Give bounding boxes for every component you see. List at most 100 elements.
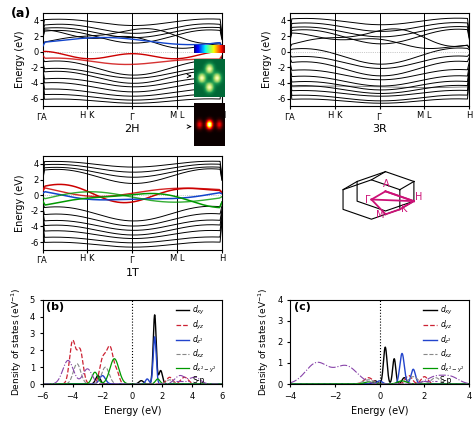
$d_{yz}$ <box>214 381 219 387</box>
$d_{xy}$ <box>287 381 293 387</box>
$d_{x^2-y^2}$ <box>287 381 293 387</box>
$d_{x^2-y^2}$ <box>127 381 133 387</box>
Line: $d_{z^2}$: $d_{z^2}$ <box>43 337 222 384</box>
Text: A: A <box>383 179 390 189</box>
$d_{xz}$ <box>127 381 133 387</box>
Line: $d_{xy}$: $d_{xy}$ <box>290 347 469 384</box>
Y-axis label: Energy (eV): Energy (eV) <box>15 31 25 88</box>
$d_{x^2-y^2}$ <box>296 381 302 387</box>
$d_{xz}$ <box>461 381 467 387</box>
$d_{xy}$ <box>40 381 46 387</box>
$d_{z^2}$ <box>215 381 220 387</box>
$d_{xy}$ <box>374 379 380 384</box>
$d_{z^2}$ <box>152 334 157 339</box>
S-p <box>428 375 434 380</box>
$d_{x^2-y^2}$ <box>428 381 434 387</box>
$d_{xy}$ <box>214 381 219 387</box>
Text: $\Gamma$: $\Gamma$ <box>364 193 372 205</box>
$d_{x^2-y^2}$ <box>181 381 187 387</box>
$d_{xy}$ <box>383 345 388 350</box>
S-p <box>461 380 467 385</box>
$d_{xy}$ <box>122 381 128 387</box>
Text: (a): (a) <box>10 7 31 20</box>
Y-axis label: Energy (eV): Energy (eV) <box>262 31 272 88</box>
$d_{xz}$ <box>428 378 434 383</box>
Text: (b): (b) <box>46 302 64 312</box>
$d_{x^2-y^2}$ <box>461 381 467 387</box>
Text: H: H <box>415 192 422 202</box>
Line: $d_{z^2}$: $d_{z^2}$ <box>290 354 469 384</box>
Line: $d_{xz}$: $d_{xz}$ <box>43 364 222 384</box>
X-axis label: 1T: 1T <box>126 268 139 278</box>
Line: S-p: S-p <box>43 360 222 384</box>
$d_{xz}$ <box>410 374 416 379</box>
S-p <box>214 381 219 387</box>
S-p <box>219 381 225 387</box>
$d_{xz}$ <box>49 381 55 387</box>
$d_{x^2-y^2}$ <box>374 381 380 386</box>
$d_{x^2-y^2}$ <box>122 380 128 385</box>
$d_{xz}$ <box>219 381 225 387</box>
$d_{z^2}$ <box>466 381 472 387</box>
$d_{x^2-y^2}$ <box>399 379 405 384</box>
$d_{xy}$ <box>127 381 133 387</box>
S-p <box>296 376 302 381</box>
Legend: $d_{xy}$, $d_{yz}$, $d_{z^2}$, $d_{xz}$, $d_{x^2-y^2}$, S-p: $d_{xy}$, $d_{yz}$, $d_{z^2}$, $d_{xz}$,… <box>420 301 468 388</box>
$d_{yz}$ <box>214 381 219 387</box>
$d_{yz}$ <box>49 381 55 387</box>
$d_{xy}$ <box>296 381 302 387</box>
S-p <box>287 380 293 385</box>
$d_{yz}$ <box>296 381 302 387</box>
Y-axis label: Density of states (eV$^{-1}$): Density of states (eV$^{-1}$) <box>9 288 24 396</box>
Line: $d_{xy}$: $d_{xy}$ <box>43 315 222 384</box>
$d_{z^2}$ <box>370 381 375 387</box>
$d_{xy}$ <box>461 381 467 387</box>
S-p <box>40 381 46 387</box>
$d_{yz}$ <box>406 373 411 378</box>
Text: M: M <box>375 210 384 220</box>
$d_{xz}$ <box>296 381 302 387</box>
$d_{xy}$ <box>152 312 157 317</box>
S-p <box>122 381 128 387</box>
$d_{x^2-y^2}$ <box>214 381 219 387</box>
$d_{z^2}$ <box>399 351 405 356</box>
$d_{yz}$ <box>70 338 76 343</box>
$d_{z^2}$ <box>461 381 467 387</box>
S-p <box>394 381 400 387</box>
$d_{xz}$ <box>466 381 472 387</box>
$d_{z^2}$ <box>461 381 467 387</box>
$d_{x^2-y^2}$ <box>466 381 472 387</box>
$d_{xy}$ <box>181 381 187 387</box>
S-p <box>466 381 472 386</box>
$d_{xz}$ <box>40 381 46 387</box>
$d_{z^2}$ <box>428 381 434 387</box>
$d_{xz}$ <box>74 361 80 366</box>
Legend: $d_{xy}$, $d_{yz}$, $d_{z^2}$, $d_{xz}$, $d_{x^2-y^2}$, S-p: $d_{xy}$, $d_{yz}$, $d_{z^2}$, $d_{xz}$,… <box>173 301 220 388</box>
$d_{xy}$ <box>219 381 225 387</box>
$d_{xy}$ <box>461 381 467 387</box>
$d_{xz}$ <box>181 381 187 387</box>
$d_{xz}$ <box>214 381 219 387</box>
Line: S-p: S-p <box>290 362 469 384</box>
$d_{x^2-y^2}$ <box>219 381 225 387</box>
Text: (c): (c) <box>293 302 310 312</box>
$d_{xz}$ <box>122 381 128 387</box>
$d_{x^2-y^2}$ <box>111 356 117 361</box>
$d_{z^2}$ <box>214 381 219 387</box>
$d_{z^2}$ <box>127 381 133 387</box>
X-axis label: 3R: 3R <box>372 124 387 134</box>
$d_{yz}$ <box>461 381 467 387</box>
$d_{yz}$ <box>374 381 380 386</box>
$d_{z^2}$ <box>49 381 55 387</box>
$d_{xy}$ <box>370 380 375 385</box>
$d_{z^2}$ <box>219 381 225 387</box>
Y-axis label: Density of states (eV$^{-1}$): Density of states (eV$^{-1}$) <box>257 288 272 396</box>
$d_{x^2-y^2}$ <box>40 381 46 387</box>
S-p <box>181 374 187 379</box>
S-p <box>461 380 467 385</box>
$d_{z^2}$ <box>214 381 219 387</box>
Line: $d_{x^2-y^2}$: $d_{x^2-y^2}$ <box>290 381 469 384</box>
S-p <box>370 380 375 385</box>
$d_{x^2-y^2}$ <box>49 381 55 387</box>
$d_{z^2}$ <box>122 381 128 387</box>
